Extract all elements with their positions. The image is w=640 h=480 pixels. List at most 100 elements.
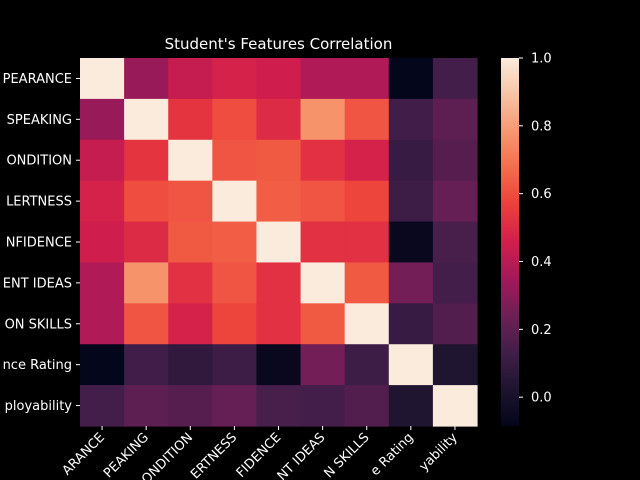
col-label-3: ERTNESS: [188, 430, 240, 480]
heatmap-cell-5-7: [388, 262, 434, 304]
heatmap-cell-3-6: [344, 180, 390, 223]
heatmap-cell-6-8: [432, 303, 478, 345]
heatmap-cell-2-7: [388, 139, 434, 182]
heatmap-cell-0-5: [300, 58, 346, 100]
heatmap-cell-2-4: [256, 139, 302, 182]
heatmap-cell-3-8: [432, 180, 478, 223]
colorbar-tick-label-4: 0.8: [531, 119, 552, 134]
heatmap-cell-5-1: [124, 262, 169, 304]
heatmap-cell-5-2: [168, 262, 213, 304]
heatmap-cell-2-6: [344, 139, 390, 182]
heatmap-cell-2-8: [432, 139, 478, 182]
colorbar: 0.0 0.2 0.4 0.6 0.8 1.0: [501, 52, 552, 426]
heatmap-cell-1-6: [344, 98, 390, 141]
heatmap-cell-6-0: [80, 303, 125, 345]
heatmap-cell-5-8: [432, 262, 478, 304]
heatmap-cell-4-2: [168, 221, 213, 264]
row-labels: PEARANCE SPEAKING ONDITION LERTNESS NFIDENCE…: [3, 72, 80, 414]
heatmap-cell-4-3: [212, 221, 258, 264]
heatmap-cell-0-4: [256, 58, 302, 100]
heatmap-cell-8-3: [212, 385, 258, 427]
row-label-1: SPEAKING: [7, 113, 72, 128]
heatmap-cell-3-7: [388, 180, 434, 223]
row-label-7: nce Rating: [3, 358, 72, 373]
heatmap-cell-0-6: [344, 58, 390, 100]
col-label-7: e Rating: [368, 430, 417, 479]
row-label-4: NFIDENCE: [6, 236, 72, 251]
heatmap-cell-2-0: [80, 139, 125, 182]
heatmap-cell-4-0: [80, 221, 125, 264]
heatmap-cell-7-1: [124, 344, 169, 386]
heatmap-cell-4-4: [256, 221, 302, 264]
colorbar-tick-label-5: 1.0: [531, 52, 552, 67]
heatmap-cell-0-2: [168, 58, 213, 100]
heatmap-cell-7-4: [256, 344, 302, 386]
row-label-3: LERTNESS: [6, 195, 72, 210]
heatmap-cell-6-6: [344, 303, 390, 345]
heatmap-cell-1-1: [124, 98, 169, 141]
heatmap-cell-6-5: [300, 303, 346, 345]
heatmap-cell-7-3: [212, 344, 258, 386]
heatmap-cell-2-5: [300, 139, 346, 182]
heatmap-cell-1-8: [432, 98, 478, 141]
col-label-6: N SKILLS: [321, 430, 372, 480]
heatmap-cell-0-3: [212, 58, 258, 100]
heatmap-cell-5-6: [344, 262, 390, 304]
heatmap-cell-1-3: [212, 98, 258, 141]
row-label-5: ENT IDEAS: [3, 276, 72, 291]
heatmap-cell-1-4: [256, 98, 302, 141]
heatmap-cell-2-2: [168, 139, 213, 182]
col-label-8: yability: [417, 430, 461, 474]
heatmap-cell-2-1: [124, 139, 169, 182]
heatmap-cell-7-2: [168, 344, 213, 386]
heatmap-cell-8-1: [124, 385, 169, 427]
colorbar-tick-label-0: 0.0: [531, 391, 552, 406]
heatmap-cell-7-7: [388, 344, 434, 386]
heatmap-cell-4-8: [432, 221, 478, 264]
row-label-6: ON SKILLS: [5, 317, 72, 332]
heatmap-cell-1-5: [300, 98, 346, 141]
heatmap-cell-4-6: [344, 221, 390, 264]
heatmap-cell-8-2: [168, 385, 213, 427]
heatmap-cell-6-2: [168, 303, 213, 345]
heatmap-cell-5-0: [80, 262, 125, 304]
colorbar-tick-label-1: 0.2: [531, 323, 552, 338]
row-label-8: ployability: [5, 399, 73, 414]
heatmap-cell-3-4: [256, 180, 302, 223]
heatmap-cell-0-0: [80, 58, 125, 100]
heatmap-cell-8-7: [388, 385, 434, 427]
heatmap-cell-5-4: [256, 262, 302, 304]
colorbar-tick-label-2: 0.4: [531, 255, 552, 270]
heatmap-cell-6-3: [212, 303, 258, 345]
heatmap-cell-8-4: [256, 385, 302, 427]
heatmap-cell-3-1: [124, 180, 169, 223]
heatmap-cell-0-8: [432, 58, 478, 100]
heatmap-cell-7-0: [80, 344, 125, 386]
heatmap-cell-4-1: [124, 221, 169, 264]
heatmap-cell-0-7: [388, 58, 434, 100]
heatmap-cell-3-2: [168, 180, 213, 223]
heatmap-cell-8-6: [344, 385, 390, 427]
heatmap-cell-3-3: [212, 180, 258, 223]
heatmap-cell-0-1: [124, 58, 169, 100]
heatmap-cell-6-1: [124, 303, 169, 345]
heatmap-cell-1-0: [80, 98, 125, 141]
row-label-0: PEARANCE: [3, 72, 72, 87]
colorbar-tick-label-3: 0.6: [531, 187, 552, 202]
row-label-2: ONDITION: [6, 154, 72, 169]
heatmap-cell-1-2: [168, 98, 213, 141]
heatmap-cell-8-0: [80, 385, 125, 427]
heatmap-cell-7-5: [300, 344, 346, 386]
heatmap-cell-7-6: [344, 344, 390, 386]
heatmap-cell-3-5: [300, 180, 346, 223]
heatmap-cell-5-3: [212, 262, 258, 304]
heatmap-cells: [80, 58, 478, 427]
chart-title: Student's Features Correlation: [165, 35, 393, 53]
heatmap-cell-6-7: [388, 303, 434, 345]
heatmap-cell-7-8: [432, 344, 478, 386]
heatmap-cell-5-5: [300, 262, 346, 304]
heatmap-cell-4-5: [300, 221, 346, 264]
heatmap-cell-8-5: [300, 385, 346, 427]
